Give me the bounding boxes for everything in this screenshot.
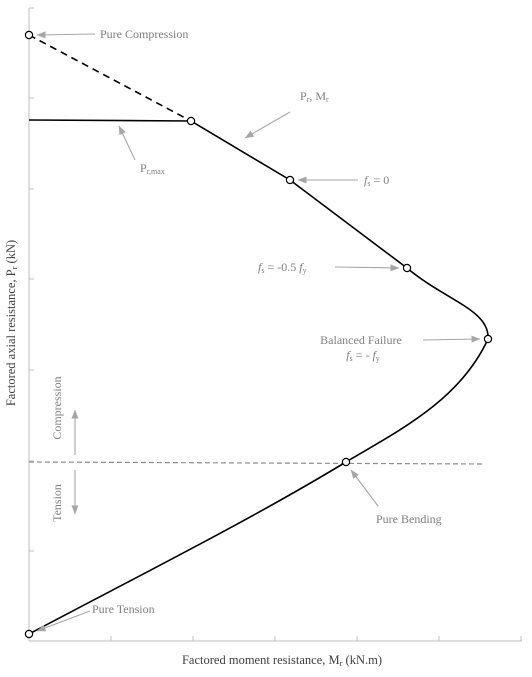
balanced-fy: f (372, 348, 377, 362)
tension-label: Tension (50, 484, 64, 522)
x-axis-title-unit: (kN.m) (342, 653, 382, 667)
y-axis-title-main: Factored axial resistance, P (4, 269, 18, 406)
fs-zero-marker (285, 175, 295, 185)
fs-half-rest: = -0.5 (264, 260, 299, 274)
balanced-failure-label: Balanced Failure (320, 333, 402, 347)
fs-half-yield-marker (402, 263, 412, 273)
pure-compression-arrow (36, 31, 96, 39)
pure-bending-arrow (350, 469, 379, 507)
pr-max-line (28, 119, 192, 122)
y-axis-ticks (29, 7, 34, 552)
y-axis-title-sub: r (9, 266, 19, 269)
pure-tension-label: Pure Tension (92, 602, 155, 616)
pure-tension-marker (24, 629, 34, 639)
x-axis-title-sub: r (340, 658, 343, 668)
balanced-rest: = - (353, 348, 373, 362)
pr-mr-p: P (300, 89, 307, 103)
fs-half-yield-label: fs = -0.5 fy (258, 260, 307, 275)
pr-max-arrow (118, 125, 136, 161)
pr-mr-label: Pr, Mr (300, 89, 329, 104)
balanced-failure-marker (483, 334, 493, 344)
x-axis-ticks (28, 636, 522, 641)
zero-axial-line (28, 461, 485, 465)
pure-compression-label: Pure Compression (100, 27, 188, 41)
pure-compression-marker (24, 30, 34, 40)
fs-zero-f: f (364, 173, 369, 187)
interaction-curve (28, 120, 489, 635)
balanced-sub: s (350, 354, 353, 363)
pr-max-p: P (140, 161, 147, 175)
compression-label: Compression (50, 376, 64, 439)
fs-zero-rest: = 0 (370, 173, 389, 187)
pure-bending-label: Pure Bending (376, 512, 442, 526)
pure-bending-marker (341, 457, 351, 467)
pr-mr-m-sub: r (326, 95, 329, 104)
balanced-f: f (346, 348, 351, 362)
pure-tension-arrow (36, 610, 91, 632)
x-axis-title: Factored moment resistance, Mr (kN.m) (182, 653, 382, 668)
y-axis-title: Factored axial resistance, Pr (kN) (4, 240, 19, 406)
pr-max-marker (186, 116, 196, 126)
pure-compression-dashed-segment (28, 34, 192, 122)
y-axis-title-unit: (kN) (4, 240, 18, 267)
fs-zero-label: fs = 0 (364, 173, 389, 188)
balanced-fy-sub: y (376, 354, 380, 363)
fs-half-fy: f (299, 260, 304, 274)
pr-max-sub: r,max (147, 167, 165, 176)
fs-half-f: f (258, 260, 263, 274)
pr-mr-sep: , M (309, 89, 326, 103)
pr-mr-p-sub: r (307, 95, 310, 104)
fs-half-fy-sub: y (303, 266, 307, 275)
x-axis-title-main: Factored moment resistance, M (182, 653, 340, 667)
fs-zero-sub: s (367, 179, 370, 188)
fs-half-sub: s (261, 266, 264, 275)
pr-mr-arrow (244, 111, 291, 139)
fs-half-yield-arrow (334, 264, 400, 272)
balanced-failure-arrow (422, 335, 481, 343)
balanced-condition-label: fs = - fy (346, 348, 380, 363)
pr-max-label: Pr,max (140, 161, 165, 176)
